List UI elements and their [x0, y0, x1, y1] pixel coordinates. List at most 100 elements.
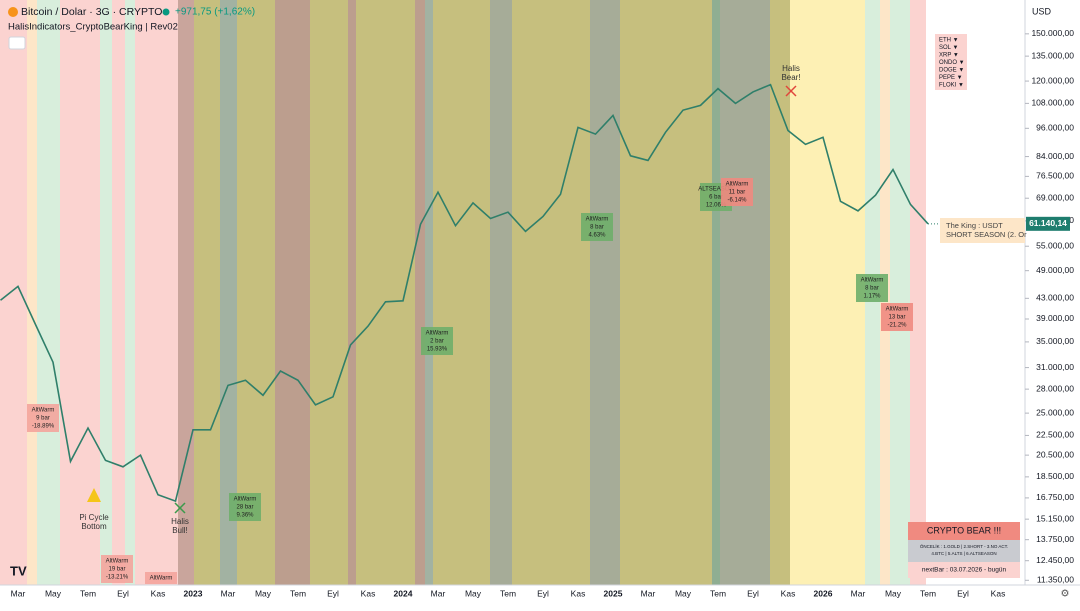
coin-item: ONDO ▼ [939, 60, 965, 66]
indicator-band [112, 0, 125, 585]
annotation-text: -13.21% [106, 575, 129, 581]
annotation-box [101, 555, 133, 583]
x-tick-label: Tem [500, 588, 516, 598]
annotation-text: AltWarm [426, 331, 449, 337]
x-tick-label: Mar [851, 588, 866, 598]
indicator-band [125, 0, 135, 585]
annotation-text: -6.14% [727, 198, 747, 204]
indicator-band [490, 0, 512, 585]
annotation-text: 1.17% [863, 294, 881, 300]
annotation-box [421, 327, 453, 355]
indicator-band [0, 0, 27, 585]
annotation-text: -21.2% [887, 323, 907, 329]
x-tick-label: May [675, 588, 692, 598]
indicator-band [27, 0, 37, 585]
coin-item: SOL ▼ [939, 45, 958, 51]
table-line: 4.BTC | 5.ALTS | 6.ALTSEASON [931, 551, 996, 556]
indicator-band [620, 0, 712, 585]
symbol-title: Bitcoin / Dolar · 3G · CRYPTO [21, 6, 162, 18]
bitcoin-icon [8, 7, 18, 17]
table-footer [908, 562, 1020, 578]
x-tick-label: 2023 [184, 588, 203, 598]
x-tick-label: Mar [221, 588, 236, 598]
settings-icon[interactable]: ⚙ [1061, 589, 1070, 600]
x-tick-label: Mar [641, 588, 656, 598]
indicator-band [220, 0, 237, 585]
price-change: +971,75 (+1,62%) [175, 7, 255, 18]
annotation-box [145, 572, 177, 584]
y-tick-label: 22.500,00 [1036, 430, 1074, 440]
x-tick-label: Kas [151, 588, 166, 598]
annotation-box [581, 213, 613, 241]
indicator-band [790, 0, 865, 585]
indicator-band [348, 0, 356, 585]
indicator-band [37, 0, 60, 585]
x-tick-label: May [885, 588, 902, 598]
annotation-text: AltWarm [861, 278, 884, 284]
x-tick-label: Tem [710, 588, 726, 598]
bear-marker [785, 85, 797, 97]
coin-item: XRP ▼ [939, 53, 959, 59]
king-text: SHORT SEASON (2. Or [946, 230, 1027, 239]
indicator-band [512, 0, 590, 585]
indicator-band [433, 0, 490, 585]
indicator-band [770, 0, 790, 585]
x-tick-label: May [255, 588, 272, 598]
last-price-label: 61.140,14 [1029, 218, 1067, 228]
x-tick-label: May [45, 588, 62, 598]
x-tick-label: Eyl [327, 588, 339, 598]
y-tick-label: 18.500,00 [1036, 471, 1074, 481]
y-tick-label: 11.350,00 [1037, 575, 1074, 585]
x-tick-label: Eyl [117, 588, 129, 598]
signal-label: Halis [782, 64, 800, 73]
x-tick-label: 2024 [394, 588, 413, 598]
annotation-text: 9.36% [236, 513, 254, 519]
annotation-text: AltWarm [32, 408, 55, 414]
indicator-band [310, 0, 348, 585]
y-tick-label: 108.000,00 [1031, 98, 1074, 108]
indicator-band [135, 0, 178, 585]
x-tick-label: Tem [80, 588, 96, 598]
annotation-text: 2 bar [430, 339, 444, 345]
y-tick-label: 55.000,00 [1036, 240, 1074, 250]
indicator-name[interactable]: HalisIndicators_CryptoBearKing | Rev02 [8, 22, 178, 33]
indicator-band [237, 0, 275, 585]
annotation-text: AltWarm [150, 576, 173, 582]
x-tick-label: 2025 [604, 588, 623, 598]
annotation-text: 28 bar [236, 505, 253, 511]
x-tick-label: Mar [11, 588, 26, 598]
coin-item: ETH ▼ [939, 38, 959, 44]
king-text: The King : USDT [946, 221, 1003, 230]
y-tick-label: 135.000,00 [1031, 50, 1074, 60]
annotation-text: 9 bar [36, 416, 50, 422]
x-tick-label: Kas [781, 588, 796, 598]
indicator-band [425, 0, 433, 585]
annotation-text: 15.93% [427, 347, 448, 353]
y-tick-label: 120.000,00 [1031, 75, 1074, 85]
y-tick-label: 43.000,00 [1036, 293, 1074, 303]
table-header [908, 522, 1020, 540]
signal-label: Bottom [81, 522, 107, 531]
signal-label: Bull! [172, 526, 188, 535]
table-footer-text: nextBar : 03.07.2026 - bugün [922, 567, 1007, 574]
y-tick-label: 39.000,00 [1036, 313, 1074, 323]
y-tick-label: 96.000,00 [1036, 123, 1074, 133]
y-tick-label: 20.500,00 [1036, 449, 1074, 459]
status-dot [162, 8, 170, 16]
currency[interactable]: USD [1032, 6, 1052, 16]
x-tick-label: May [465, 588, 482, 598]
collapse-button[interactable] [8, 36, 26, 50]
table-title: CRYPTO BEAR !!! [927, 525, 1001, 535]
king-box [940, 218, 1025, 243]
indicator-band [890, 0, 910, 585]
bull-marker [174, 502, 186, 514]
coin-item: DOGE ▼ [939, 68, 964, 74]
x-tick-label: Tem [920, 588, 936, 598]
x-tick-label: Mar [431, 588, 446, 598]
plot-area: AltWarm 9 bar -18.89% AltWarm 19 bar -13.21% A… [0, 64, 929, 584]
indicator-band [590, 0, 620, 585]
indicator-band [275, 0, 310, 585]
y-tick-label: 12.450,00 [1036, 555, 1074, 565]
